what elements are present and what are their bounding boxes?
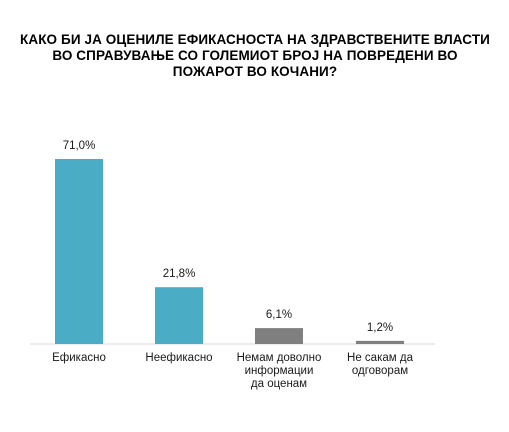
value-label-0: 71,0% bbox=[63, 140, 96, 152]
bar-3 bbox=[356, 340, 404, 344]
value-label-2: 6,1% bbox=[266, 309, 292, 321]
category-label-0-0: Ефикасно bbox=[52, 352, 106, 364]
value-label-1: 21,8% bbox=[163, 268, 196, 280]
category-label-2-1: информации bbox=[245, 365, 314, 377]
value-label-3: 1,2% bbox=[367, 322, 393, 334]
category-label-2-0: Немам доволно bbox=[237, 352, 322, 364]
category-label-3-1: одговорам bbox=[352, 365, 408, 377]
bar-1 bbox=[155, 287, 203, 344]
category-label-3-0: Не сакам да bbox=[347, 352, 414, 364]
bar-2 bbox=[255, 328, 303, 344]
category-label-1-0: Неефикасно bbox=[145, 352, 212, 364]
bar-0 bbox=[55, 159, 103, 344]
category-label-2-2: да оценам bbox=[251, 378, 307, 390]
chart-title: КАКО БИ ЈА ОЦЕНИЛЕ ЕФИКАСНОСТА НА ЗДРАВС… bbox=[20, 32, 490, 79]
